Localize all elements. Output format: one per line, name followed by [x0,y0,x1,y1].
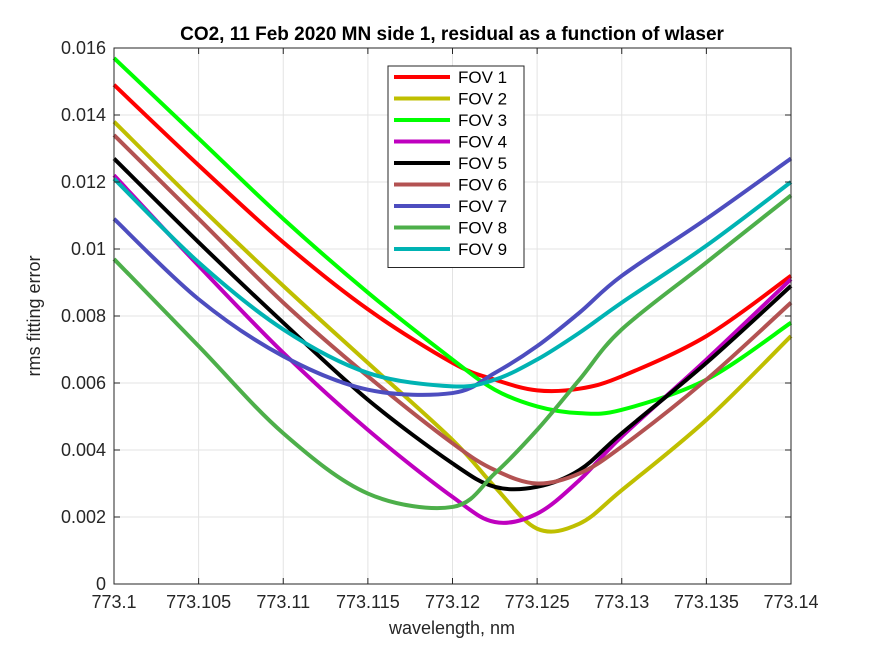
x-tick-label: 773.14 [763,592,818,612]
legend-label-fov-2: FOV 2 [458,90,507,109]
legend-label-fov-1: FOV 1 [458,68,507,87]
y-tick-label: 0.016 [61,38,106,58]
series-line-fov-1 [112,83,793,394]
series-line-fov-8 [112,193,793,511]
y-tick-label: 0.014 [61,105,106,125]
y-axis: 0 0.002 0.004 0.006 0.008 0.01 0.012 0.014 0.016 [61,38,791,594]
series-line-fov-2 [112,120,793,534]
legend-label-fov-9: FOV 9 [458,240,507,259]
legend: FOV 1 FOV 2 FOV 3 FOV 4 FOV 5 FOV 6 FOV 7 FOV 8… [387,65,525,268]
x-tick-label: 773.13 [594,592,649,612]
legend-label-fov-6: FOV 6 [458,176,507,195]
chart-title: CO2, 11 Feb 2020 MN side 1, residual as … [180,24,724,45]
series-line-fov-9 [112,177,793,389]
legend-label-fov-4: FOV 4 [458,133,507,152]
x-tick-label: 773.105 [166,592,231,612]
legend-label-fov-5: FOV 5 [458,154,507,173]
x-tick-label: 773.12 [425,592,480,612]
x-tick-label: 773.115 [336,592,400,612]
x-tick-label: 773.11 [256,592,310,612]
y-tick-label: 0 [96,574,106,594]
legend-label-fov-3: FOV 3 [458,111,507,130]
y-tick-label: 0.004 [61,440,106,460]
series-line-fov-6 [112,133,793,486]
y-tick-label: 0.002 [61,507,106,527]
series-layer [112,56,793,534]
y-tick-label: 0.006 [61,373,106,393]
x-tick-label: 773.125 [505,592,570,612]
legend-label-fov-8: FOV 8 [458,219,507,238]
y-tick-label: 0.01 [71,239,106,259]
x-tick-label: 773.1 [91,592,136,612]
y-axis-label: rms fitting error [24,255,44,376]
y-tick-label: 0.012 [61,172,106,192]
x-axis: 773.1 773.105 773.11 773.115 773.12 773.125 77… [91,48,819,612]
y-tick-label: 0.008 [61,306,106,326]
x-axis-label: wavelength, nm [388,618,515,638]
legend-label-fov-7: FOV 7 [458,197,507,216]
x-tick-label: 773.135 [674,592,739,612]
series-line-fov-7 [112,156,793,397]
